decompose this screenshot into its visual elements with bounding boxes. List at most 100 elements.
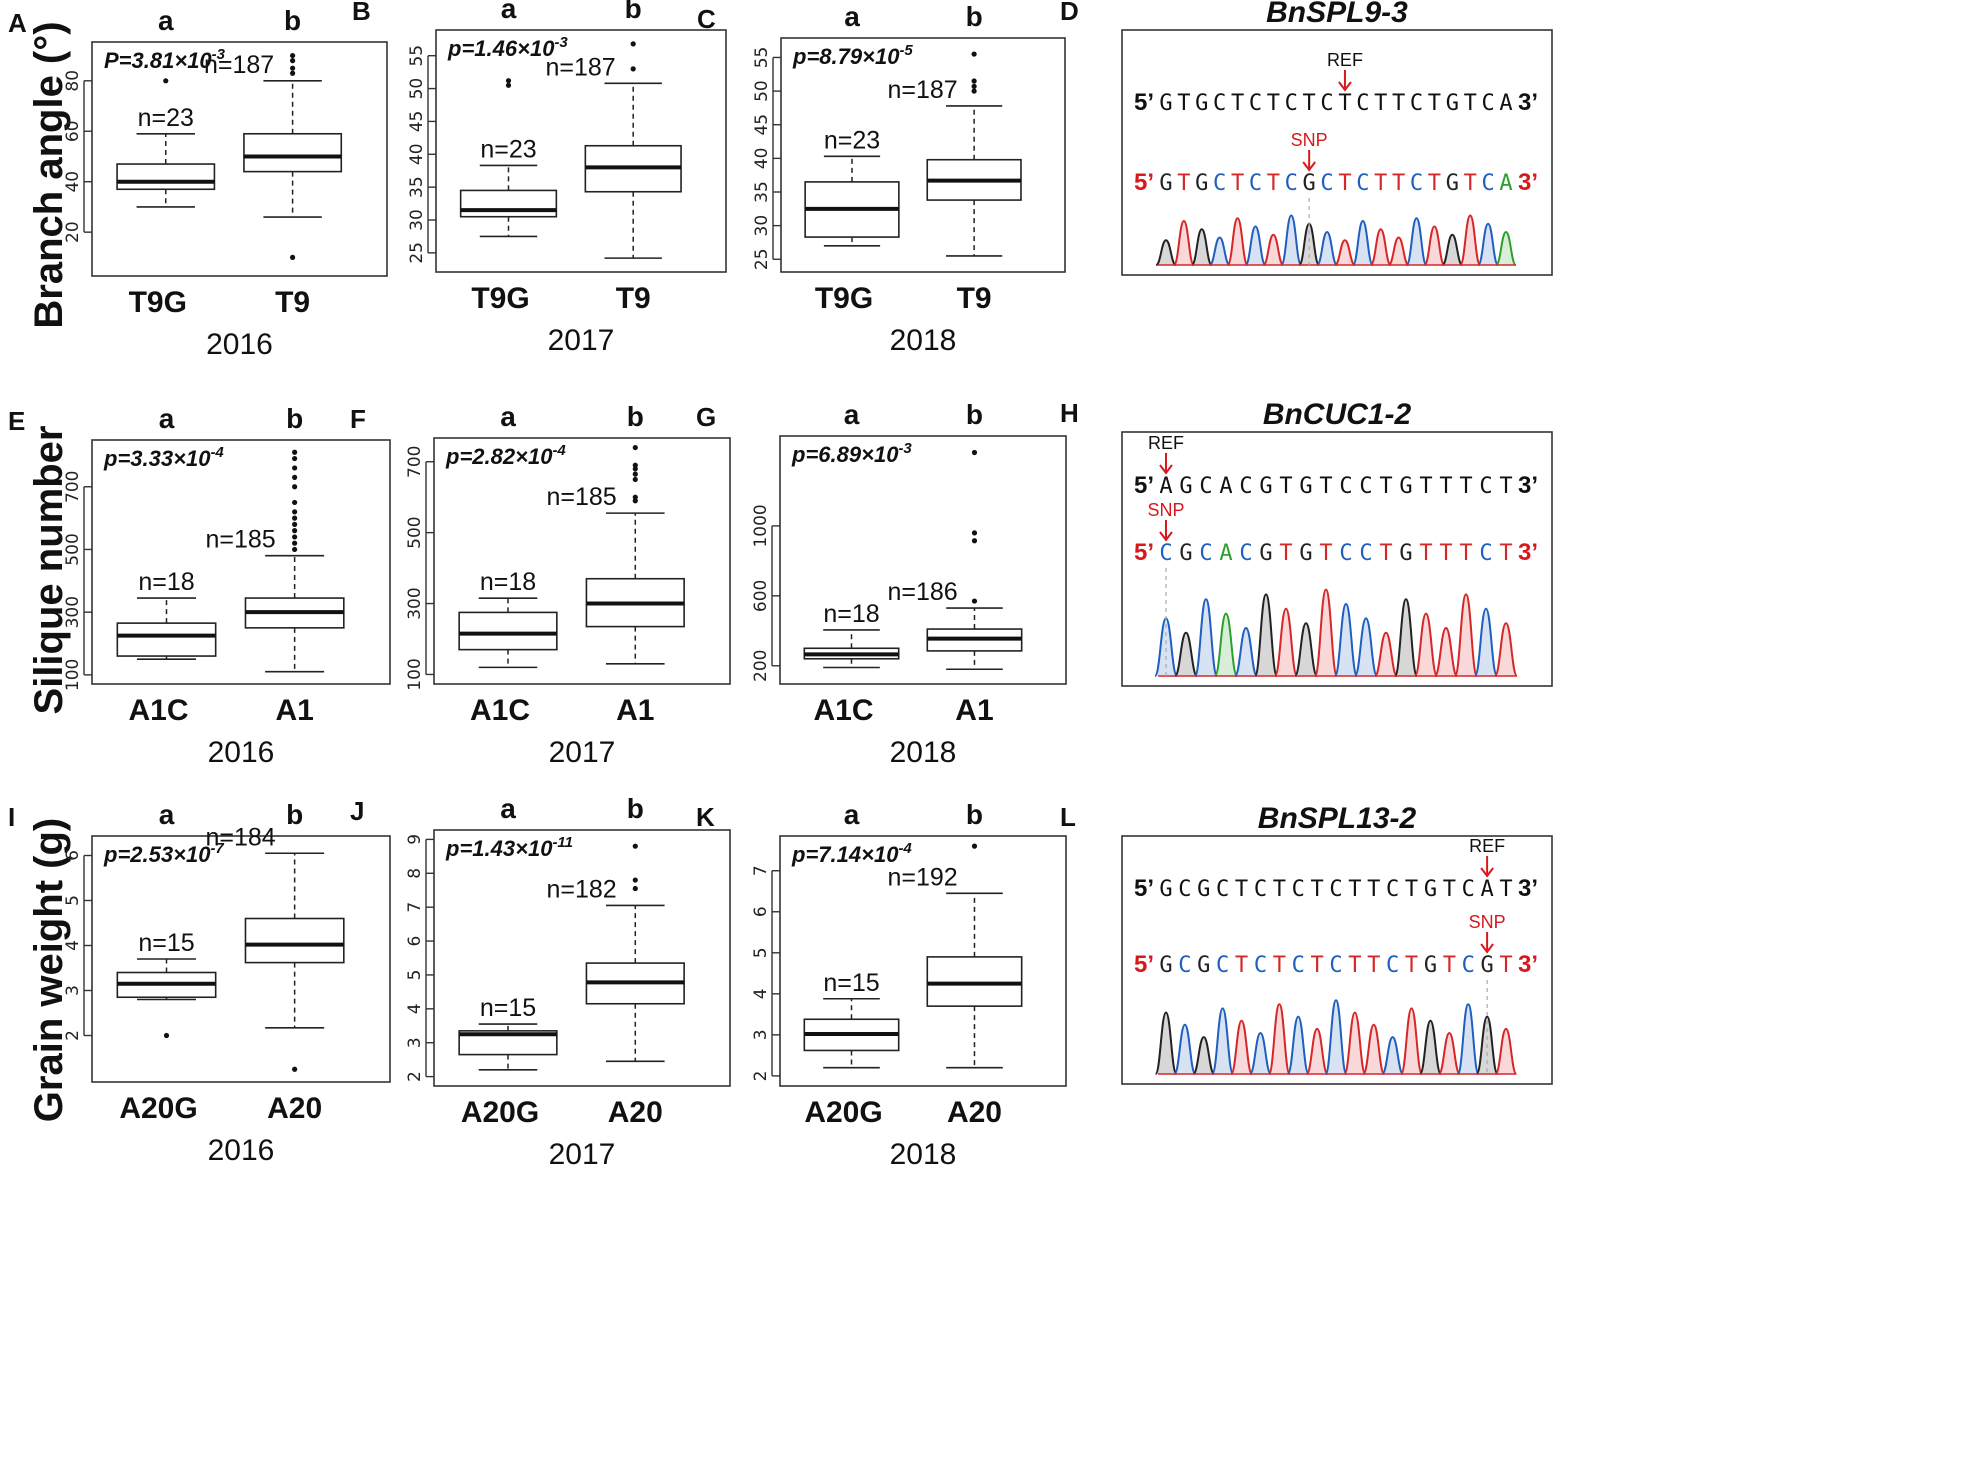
panel-letter: B [352,0,371,26]
five-prime-snp: 5’ [1134,951,1154,978]
trace-peak [1437,1031,1461,1075]
ref-base: C [1199,474,1212,499]
sample-size-label: n=182 [546,875,616,903]
snp-base: G [1399,541,1412,566]
sample-size-label: n=187 [545,53,615,81]
significance-letter: a [844,1,860,32]
y-tick-label: 50 [752,80,772,102]
snp-base: C [1199,541,1212,566]
ref-base: T [1419,474,1432,499]
outlier-point [292,455,298,462]
p-value-label: p=3.33×10-4 [103,444,224,471]
snp-marker-label: SNP [1147,500,1184,520]
snp-base: C [1213,171,1226,196]
trace-peak [1381,1036,1405,1075]
significance-letter: a [501,0,517,24]
significance-letter: b [627,401,644,432]
trace-peak [1362,1023,1386,1075]
box-group-t9g: a n=23 T9G [804,1,900,315]
trace-peak [1305,1027,1329,1075]
ref-base: T [1374,91,1387,116]
ref-base: C [1329,877,1342,902]
trace-peak [1294,622,1318,677]
trace-peak [1477,222,1499,266]
p-value-exponent: -5 [899,42,913,59]
p-value-label: p=6.89×10-3 [791,440,912,467]
ref-base: G [1259,474,1272,499]
category-label: A20 [947,1096,1002,1129]
y-tick-label: 5 [405,970,425,981]
y-tick-label: 45 [407,111,427,133]
category-label: A20G [119,1092,197,1125]
ref-base: T [1392,91,1405,116]
trace-peak [1343,1011,1367,1075]
p-value-exponent: -3 [212,46,226,63]
box-group-a1: b n=185 A1 [205,403,345,727]
sequence-panel-d: D BnSPL9-35’ 3’5’ 3’G T G C T C T C T C T C T T C T G T C AG T G… [1060,0,1553,276]
ref-base: G [1299,474,1312,499]
outlier-point [290,70,296,76]
snp-base: C [1481,171,1494,196]
outlier-point [163,1032,170,1039]
year-label: 2016 [208,736,275,769]
outlier-point [632,885,638,892]
box-group-t9: b n=187 T9 [545,0,682,315]
ref-base: C [1339,474,1352,499]
box-group-a20g: a n=15 A20G [116,799,217,1125]
category-label: T9 [275,286,310,319]
gene-title: BnSPL9-3 [1266,0,1408,29]
ref-arrow-head-icon [1338,81,1352,92]
outlier-point [630,41,636,47]
chart-panel-b: B 25 30 35 40 45 50 55 p=1.46×10-3 a n=23 T9G b n=187… [352,0,727,357]
ref-base: C [1481,91,1494,116]
significance-letter: a [844,399,860,430]
trace-peak [1249,1031,1272,1075]
plot-frame [435,29,727,273]
snp-marker-label: SNP [1291,130,1328,150]
trace-peak [1226,217,1249,266]
outlier-point [292,484,298,490]
trace-peak [1244,225,1267,266]
snp-base: A [1219,541,1232,566]
ref-base: C [1285,91,1298,116]
significance-letter: b [627,793,644,824]
ref-base: T [1459,474,1472,499]
category-label: A1C [128,694,188,727]
y-tick-label: 200 [751,650,771,682]
snp-base: C [1479,541,1492,566]
snp-base: G [1303,171,1316,196]
y-tick-label: 20 [63,221,83,243]
y-tick-label: 6 [751,906,771,917]
p-value-label: p=1.43×10-11 [445,834,573,861]
box-group-t9: b n=187 T9 [887,1,1022,315]
chart-panel-j: J 2 3 4 5 6 7 8 9 p=1.43×10-11 a n=15 A20G b n=182 A20 2… [350,793,731,1171]
y-tick-label: 600 [751,580,771,612]
three-prime-snp: 3’ [1518,539,1538,566]
trace-peak [1298,222,1320,266]
plot-frame [91,41,388,277]
ref-arrow-head-icon [1159,464,1173,475]
ref-marker-label: REF [1148,433,1184,453]
snp-base: C [1339,541,1352,566]
snp-base: C [1216,953,1229,978]
five-prime-ref: 5’ [1134,89,1154,116]
sequence-frame [1121,835,1553,1085]
snp-base: T [1177,171,1190,196]
trace-peak [1400,1007,1423,1075]
p-value-label: p=8.79×10-5 [792,42,913,69]
y-tick-label: 25 [752,248,772,270]
outlier-point [290,254,296,260]
category-label: A20G [804,1096,882,1129]
snp-base: T [1499,541,1512,566]
significance-letter: a [159,799,175,830]
y-tick-label: 1000 [751,504,771,547]
snp-base: T [1273,953,1286,978]
snp-base: T [1367,953,1380,978]
outlier-point [971,449,978,456]
sample-size-label: n=23 [138,104,194,132]
box-group-a1c: a n=18 A1C [803,399,900,727]
ref-base: G [1197,877,1210,902]
snp-base: G [1480,953,1493,978]
significance-letter: b [966,799,983,830]
panel-letter: I [8,802,15,832]
